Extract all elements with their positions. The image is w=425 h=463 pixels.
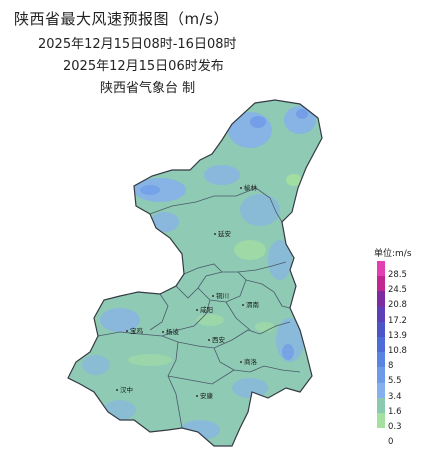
city-dot [126, 330, 128, 332]
issuer: 陕西省气象台 制 [100, 81, 196, 96]
legend-swatch [377, 306, 385, 322]
city-label: 安康 [200, 391, 214, 400]
legend-swatch [377, 413, 385, 429]
legend-swatch [377, 367, 385, 383]
legend-swatch [377, 352, 385, 368]
province-shape [67, 99, 323, 447]
map-title: 陕西省最大风速预报图（m/s） [14, 10, 229, 28]
legend-title: 单位:m/s [374, 249, 412, 259]
legend-swatch [377, 291, 385, 307]
city-dot [196, 395, 198, 397]
legend-label: 0.3 [388, 422, 402, 432]
city-dot [208, 339, 210, 341]
city-label: 宝鸡 [130, 326, 144, 335]
legend-swatch [377, 261, 385, 277]
legend-swatch [377, 276, 385, 292]
city-label: 西安 [212, 335, 226, 344]
legend-swatch [377, 337, 385, 353]
legend-color-bar [377, 261, 385, 444]
legend-label: 28.5 [388, 270, 407, 280]
legend-swatch [377, 321, 385, 337]
city-dot [196, 309, 198, 311]
city-dot [240, 361, 242, 363]
legend-label: 10.8 [388, 346, 407, 356]
legend-swatch [377, 428, 385, 444]
city-dot [212, 295, 214, 297]
issue-time: 2025年12月15日06时发布 [63, 59, 224, 74]
legend-swatch [377, 382, 385, 398]
legend-swatch [377, 397, 385, 413]
city-label: 渭南 [246, 300, 260, 309]
legend-label: 0 [388, 437, 394, 448]
legend-label: 5.5 [388, 376, 402, 387]
city-dot [240, 187, 242, 189]
city-label: 榆林 [244, 183, 258, 192]
legend-label: 17.2 [388, 315, 407, 326]
legend-label: 13.9 [388, 330, 407, 341]
legend-label: 24.5 [388, 285, 407, 296]
district-boundaries [97, 187, 301, 429]
legend-label: 8 [388, 361, 394, 372]
city-label: 杨凌 [166, 327, 180, 336]
city-label: 商洛 [244, 357, 258, 366]
legend-label: 3.4 [388, 391, 402, 402]
city-label: 汉中 [120, 385, 133, 394]
city-label: 咸阳 [200, 305, 213, 314]
city-dot [214, 233, 216, 235]
city-dot [242, 304, 244, 306]
city-dot [162, 331, 164, 333]
legend-label: 1.6 [388, 406, 402, 417]
legend-label: 20.8 [388, 300, 407, 311]
valid-period: 2025年12月15日08时-16日08时 [38, 37, 237, 52]
city-label: 延安 [218, 229, 232, 238]
city-markers [116, 187, 244, 397]
city-dot [116, 389, 118, 391]
city-label: 铜川 [216, 291, 229, 300]
province-border [67, 99, 323, 447]
city-labels: 榆林 延安 铜川 渭南 咸阳 杨凌 宝鸡 西安 商洛 汉中 安康 [120, 183, 260, 400]
